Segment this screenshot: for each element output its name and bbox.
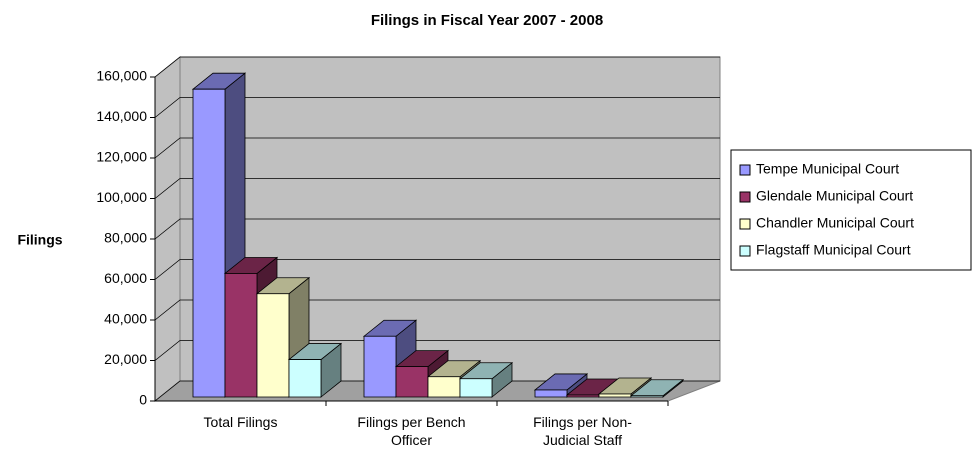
bar-face <box>288 359 322 398</box>
bar-face <box>598 393 632 398</box>
legend-label: Glendale Municipal Court <box>756 188 913 204</box>
y-tick-label: 60,000 <box>104 270 147 286</box>
y-tick-label: 80,000 <box>104 230 147 246</box>
grid-line <box>154 218 720 240</box>
grid-line <box>154 299 720 321</box>
legend-swatch <box>739 191 751 203</box>
legend-label: Flagstaff Municipal Court <box>756 242 911 258</box>
bar-face <box>566 394 600 398</box>
bar-face <box>395 366 429 398</box>
bar-face <box>630 395 664 398</box>
grid-line <box>154 137 720 159</box>
x-tick-label: Filings per Non-Judicial Staff <box>533 414 632 448</box>
x-tick-label: Filings per Bench Officer <box>357 414 466 448</box>
legend-label: Tempe Municipal Court <box>756 161 899 177</box>
legend-swatch <box>739 164 751 176</box>
grid-line <box>154 259 720 280</box>
bar-face <box>363 335 397 398</box>
chart-title: Filings in Fiscal Year 2007 - 2008 <box>371 12 603 29</box>
bar-face <box>256 293 290 398</box>
grid-line <box>154 340 720 361</box>
y-tick-label: 0 <box>139 392 147 408</box>
grid-line <box>154 56 720 78</box>
legend-label: Chandler Municipal Court <box>756 215 914 231</box>
x-tick-label: Total Filings <box>203 414 278 430</box>
y-axis-label: Filings <box>17 232 62 248</box>
y-tick-label: 40,000 <box>104 311 147 327</box>
y-tick-label: 100,000 <box>96 189 147 205</box>
y-tick-label: 160,000 <box>96 68 147 84</box>
bar <box>287 342 343 398</box>
bar-face <box>224 273 258 398</box>
grid-line <box>154 380 720 402</box>
legend-swatch <box>739 218 751 230</box>
legend-swatch <box>739 245 751 257</box>
y-tick-label: 20,000 <box>104 351 147 367</box>
bar <box>629 378 685 398</box>
bar-face <box>427 376 461 398</box>
bar <box>458 361 514 398</box>
bar-face <box>534 389 568 398</box>
bar-face <box>459 378 493 398</box>
y-tick-label: 140,000 <box>96 108 147 124</box>
legend-box <box>730 149 972 271</box>
y-tick-label: 120,000 <box>96 149 147 165</box>
bar-face <box>192 88 226 398</box>
grid-line <box>154 97 720 118</box>
grid-line <box>154 178 720 199</box>
